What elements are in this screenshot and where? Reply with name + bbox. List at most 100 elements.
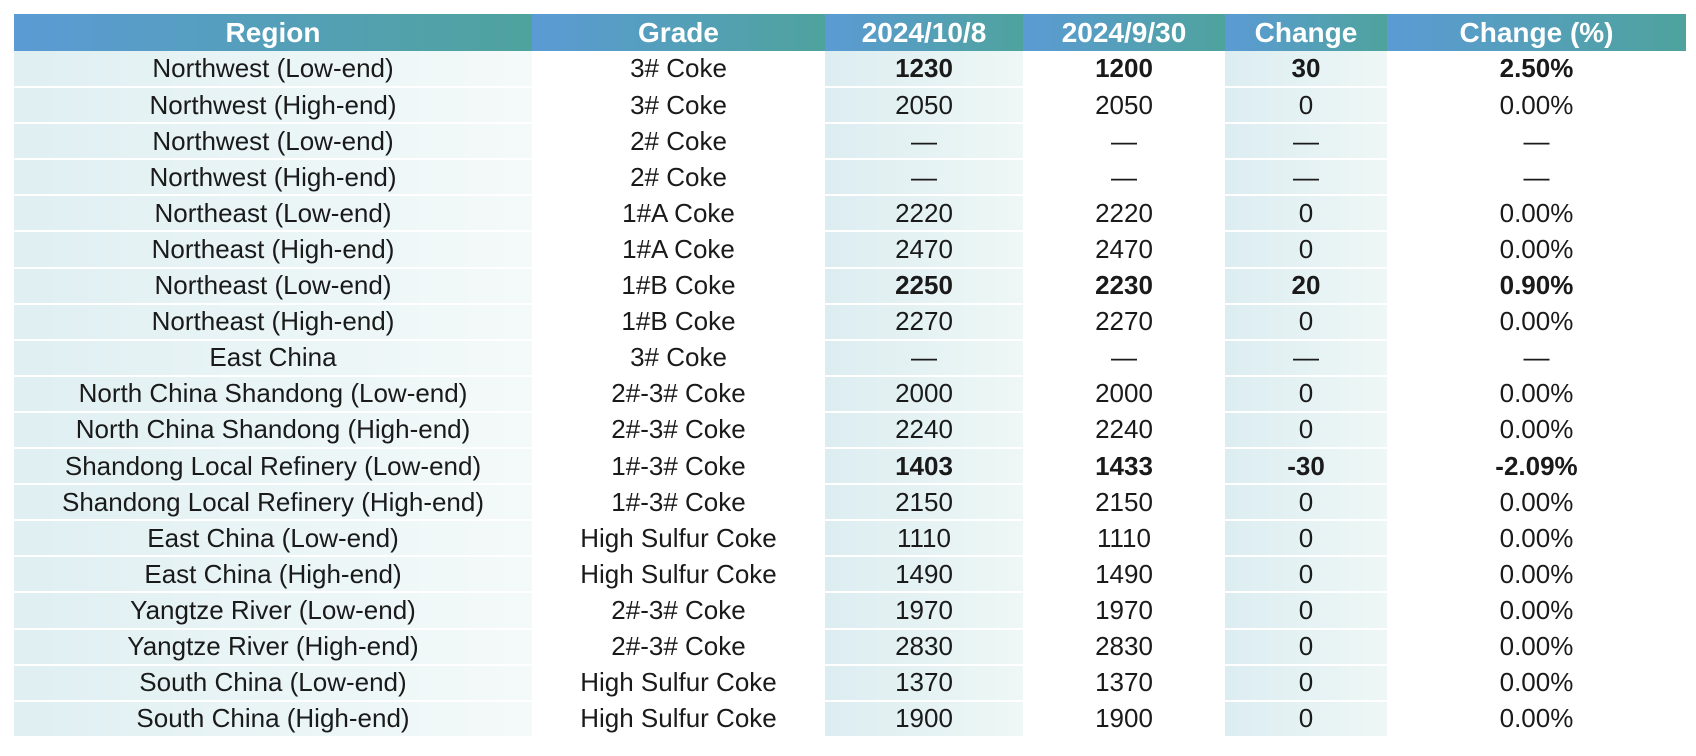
cell-change: 0	[1225, 195, 1387, 233]
cell-region: Northeast (Low-end)	[14, 195, 532, 233]
cell-grade: 3# Coke	[532, 339, 825, 377]
cell-grade: 1#-3# Coke	[532, 484, 825, 522]
cell-grade: 1#B Coke	[532, 303, 825, 341]
price-table: Region Grade 2024/10/8 2024/9/30 Change Chang…	[14, 14, 1686, 738]
column-header-grade: Grade	[532, 14, 825, 51]
column-header-change-pct: Change (%)	[1387, 14, 1686, 51]
table-row: Shandong Local Refinery (High-end) 1#-3# …	[14, 484, 1686, 522]
cell-change-pct: 0.00%	[1387, 411, 1686, 450]
cell-change: —	[1225, 339, 1387, 377]
cell-price-2024-9-30: 2270	[1023, 303, 1225, 341]
cell-change-pct: 0.00%	[1387, 231, 1686, 269]
cell-change-pct: —	[1387, 123, 1686, 161]
cell-price-2024-10-8: 1370	[825, 664, 1023, 702]
cell-region: South China (High-end)	[14, 700, 532, 738]
cell-change-pct: 0.00%	[1387, 195, 1686, 233]
cell-region: Northeast (Low-end)	[14, 267, 532, 305]
table-row: Yangtze River (High-end) 2#-3# Coke 2830 28…	[14, 628, 1686, 666]
cell-price-2024-9-30: 2050	[1023, 87, 1225, 125]
table-row: Yangtze River (Low-end) 2#-3# Coke 1970 197…	[14, 592, 1686, 630]
cell-price-2024-9-30: 2240	[1023, 411, 1225, 450]
table-row: Shandong Local Refinery (Low-end) 1#-3# C…	[14, 448, 1686, 486]
cell-price-2024-9-30: 2150	[1023, 484, 1225, 522]
cell-region: Northeast (High-end)	[14, 231, 532, 269]
cell-price-2024-9-30: 2230	[1023, 267, 1225, 305]
cell-price-2024-10-8: 2240	[825, 411, 1023, 450]
cell-change-pct: 0.90%	[1387, 267, 1686, 305]
cell-price-2024-9-30: 1110	[1023, 520, 1225, 558]
cell-price-2024-9-30: 2220	[1023, 195, 1225, 233]
cell-change-pct: 0.00%	[1387, 556, 1686, 594]
cell-grade: 1#A Coke	[532, 195, 825, 233]
cell-grade: 2# Coke	[532, 123, 825, 161]
cell-region: Yangtze River (High-end)	[14, 628, 532, 666]
table-row: Northwest (High-end) 2# Coke — — — —	[14, 159, 1686, 197]
cell-price-2024-9-30: 2830	[1023, 628, 1225, 666]
cell-change: 0	[1225, 628, 1387, 666]
cell-grade: 1#-3# Coke	[532, 448, 825, 486]
cell-price-2024-10-8: 1403	[825, 448, 1023, 486]
table-row: Northeast (Low-end) 1#B Coke 2250 2230 20 0.9…	[14, 267, 1686, 305]
column-header-change: Change	[1225, 14, 1387, 51]
cell-change-pct: 0.00%	[1387, 700, 1686, 738]
cell-region: East China (Low-end)	[14, 520, 532, 558]
table-row: Northeast (High-end) 1#B Coke 2270 2270 0 0.0…	[14, 303, 1686, 341]
table-row: South China (Low-end) High Sulfur Coke 137…	[14, 664, 1686, 702]
cell-grade: High Sulfur Coke	[532, 520, 825, 558]
cell-price-2024-9-30: —	[1023, 339, 1225, 377]
cell-price-2024-10-8: 1900	[825, 700, 1023, 738]
cell-change: -30	[1225, 448, 1387, 486]
cell-grade: High Sulfur Coke	[532, 700, 825, 738]
cell-price-2024-9-30: 1900	[1023, 700, 1225, 738]
cell-change: 0	[1225, 303, 1387, 341]
cell-price-2024-10-8: 2250	[825, 267, 1023, 305]
cell-change-pct: -2.09%	[1387, 448, 1686, 486]
cell-change-pct: 0.00%	[1387, 87, 1686, 125]
cell-price-2024-9-30: —	[1023, 123, 1225, 161]
cell-change-pct: 0.00%	[1387, 664, 1686, 702]
cell-grade: 3# Coke	[532, 87, 825, 125]
cell-change: 20	[1225, 267, 1387, 305]
table-row: East China 3# Coke — — — —	[14, 339, 1686, 377]
cell-price-2024-10-8: 1490	[825, 556, 1023, 594]
table-row: Northwest (Low-end) 3# Coke 1230 1200 30 2.50…	[14, 51, 1686, 89]
cell-change-pct: —	[1387, 339, 1686, 377]
cell-price-2024-9-30: 1970	[1023, 592, 1225, 630]
cell-price-2024-10-8: 2000	[825, 375, 1023, 413]
cell-change: 0	[1225, 411, 1387, 450]
table-row: Northeast (Low-end) 1#A Coke 2220 2220 0 0.00…	[14, 195, 1686, 233]
cell-region: East China (High-end)	[14, 556, 532, 594]
cell-price-2024-10-8: 1110	[825, 520, 1023, 558]
cell-change: 0	[1225, 520, 1387, 558]
cell-region: Northwest (High-end)	[14, 87, 532, 125]
cell-price-2024-10-8: 2050	[825, 87, 1023, 125]
cell-grade: High Sulfur Coke	[532, 664, 825, 702]
cell-change-pct: 0.00%	[1387, 375, 1686, 413]
cell-change: 0	[1225, 484, 1387, 522]
cell-change: 0	[1225, 87, 1387, 125]
cell-price-2024-10-8: —	[825, 339, 1023, 377]
cell-price-2024-10-8: 2470	[825, 231, 1023, 269]
cell-grade: High Sulfur Coke	[532, 556, 825, 594]
cell-price-2024-10-8: —	[825, 123, 1023, 161]
cell-price-2024-9-30: 1370	[1023, 664, 1225, 702]
cell-change-pct: 0.00%	[1387, 303, 1686, 341]
table-row: South China (High-end) High Sulfur Coke 19…	[14, 700, 1686, 738]
cell-change-pct: 0.00%	[1387, 520, 1686, 558]
column-header-price-2024-9-30: 2024/9/30	[1023, 14, 1225, 51]
cell-region: Shandong Local Refinery (High-end)	[14, 484, 532, 522]
cell-price-2024-10-8: 2150	[825, 484, 1023, 522]
cell-price-2024-10-8: 1970	[825, 592, 1023, 630]
table-row: Northwest (High-end) 3# Coke 2050 2050 0 0.00…	[14, 87, 1686, 125]
column-header-region: Region	[14, 14, 532, 51]
cell-region: Northwest (High-end)	[14, 159, 532, 197]
cell-change-pct: 2.50%	[1387, 51, 1686, 89]
cell-region: Shandong Local Refinery (Low-end)	[14, 448, 532, 486]
table-row: East China (Low-end) High Sulfur Coke 1110…	[14, 520, 1686, 558]
cell-grade: 2# Coke	[532, 159, 825, 197]
cell-region: Northeast (High-end)	[14, 303, 532, 341]
table-row: North China Shandong (Low-end) 2#-3# Coke…	[14, 375, 1686, 413]
cell-price-2024-9-30: 2470	[1023, 231, 1225, 269]
cell-change: 0	[1225, 231, 1387, 269]
cell-change: 0	[1225, 700, 1387, 738]
